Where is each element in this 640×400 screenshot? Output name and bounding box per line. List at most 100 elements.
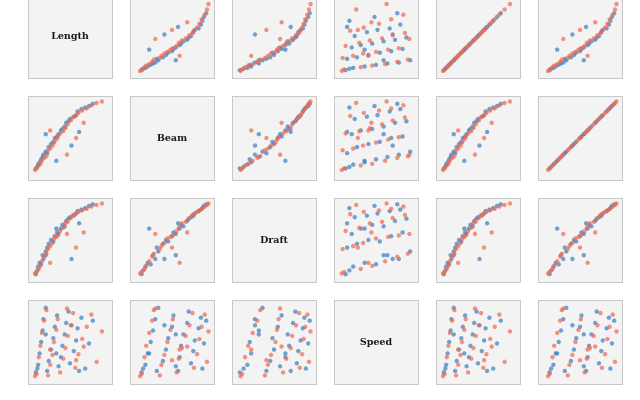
data-point: [373, 62, 379, 68]
data-point: [465, 370, 471, 375]
data-point: [600, 338, 605, 343]
data-point: [447, 259, 453, 264]
data-point: [555, 259, 560, 264]
data-point: [305, 12, 310, 17]
data-point: [51, 339, 57, 345]
data-point: [362, 64, 367, 69]
data-point: [567, 362, 572, 367]
data-point: [578, 233, 583, 238]
data-point: [343, 131, 348, 136]
data-point: [48, 128, 53, 133]
data-point: [481, 212, 486, 217]
data-point: [395, 11, 400, 16]
data-point: [502, 359, 507, 364]
data-point: [169, 27, 175, 33]
data-point: [606, 315, 612, 320]
data-point: [99, 329, 105, 334]
data-point: [488, 208, 493, 213]
data-point: [50, 352, 55, 358]
data-point: [60, 343, 65, 348]
data-point: [360, 51, 366, 56]
data-point: [293, 33, 299, 38]
data-point: [593, 20, 598, 25]
data-point: [547, 269, 552, 275]
data-point: [341, 166, 347, 171]
data-point: [573, 49, 578, 55]
data-point: [390, 33, 395, 38]
data-point: [489, 120, 494, 126]
data-point: [364, 213, 370, 218]
data-point: [252, 143, 258, 148]
data-point: [299, 25, 305, 30]
data-point: [366, 141, 371, 147]
data-point: [265, 362, 271, 367]
data-point: [358, 266, 363, 272]
panel-length-vs-length: Length: [28, 0, 113, 79]
data-point: [276, 317, 281, 322]
data-point: [249, 347, 254, 352]
data-point: [400, 230, 405, 235]
data-point: [192, 338, 197, 343]
data-point: [465, 131, 471, 136]
data-point: [595, 215, 600, 221]
data-point: [585, 347, 590, 352]
data-point: [280, 131, 286, 136]
data-point: [462, 327, 467, 332]
data-point: [73, 135, 79, 141]
data-point: [242, 355, 248, 360]
data-point: [370, 41, 375, 46]
data-point: [183, 333, 188, 339]
data-point: [50, 240, 55, 246]
data-point: [277, 364, 283, 369]
data-point: [398, 106, 403, 112]
panel-background: [28, 96, 113, 181]
data-point: [407, 152, 412, 157]
data-point: [366, 260, 371, 265]
data-point: [301, 336, 306, 342]
data-point: [76, 352, 81, 357]
data-point: [407, 36, 412, 42]
data-point: [405, 251, 411, 256]
diagonal-label: Beam: [157, 133, 187, 144]
data-point: [389, 106, 394, 111]
data-point: [249, 128, 254, 133]
data-point: [290, 36, 295, 41]
data-point: [442, 371, 447, 377]
data-point: [612, 7, 618, 12]
data-point: [36, 355, 41, 360]
data-point: [65, 333, 70, 339]
data-point: [570, 240, 575, 246]
panel-background: [334, 300, 419, 385]
data-point: [462, 158, 467, 163]
data-point: [169, 245, 175, 250]
data-point: [351, 243, 356, 249]
data-point: [157, 373, 162, 378]
data-point: [602, 25, 608, 30]
panel-length-vs-beam: [538, 0, 623, 79]
panel-beam-vs-length: [436, 96, 521, 181]
data-point: [206, 201, 211, 206]
data-point: [241, 366, 246, 371]
data-point: [362, 158, 367, 163]
data-point: [84, 106, 89, 111]
data-point: [614, 329, 619, 334]
panel-background: [436, 96, 521, 181]
data-point: [469, 129, 474, 134]
data-point: [377, 139, 382, 144]
data-point: [598, 310, 603, 316]
data-point: [361, 110, 366, 116]
data-point: [252, 323, 258, 328]
data-point: [190, 310, 195, 316]
data-point: [61, 129, 66, 134]
data-point: [481, 358, 487, 363]
data-point: [89, 204, 94, 209]
data-point: [80, 108, 85, 113]
panel-beam-vs-beam: [538, 96, 623, 181]
data-point: [63, 320, 69, 326]
data-point: [385, 253, 390, 258]
data-point: [162, 352, 167, 358]
data-point: [384, 99, 389, 104]
data-point: [170, 233, 175, 238]
data-point: [303, 17, 308, 22]
data-point: [347, 66, 352, 71]
